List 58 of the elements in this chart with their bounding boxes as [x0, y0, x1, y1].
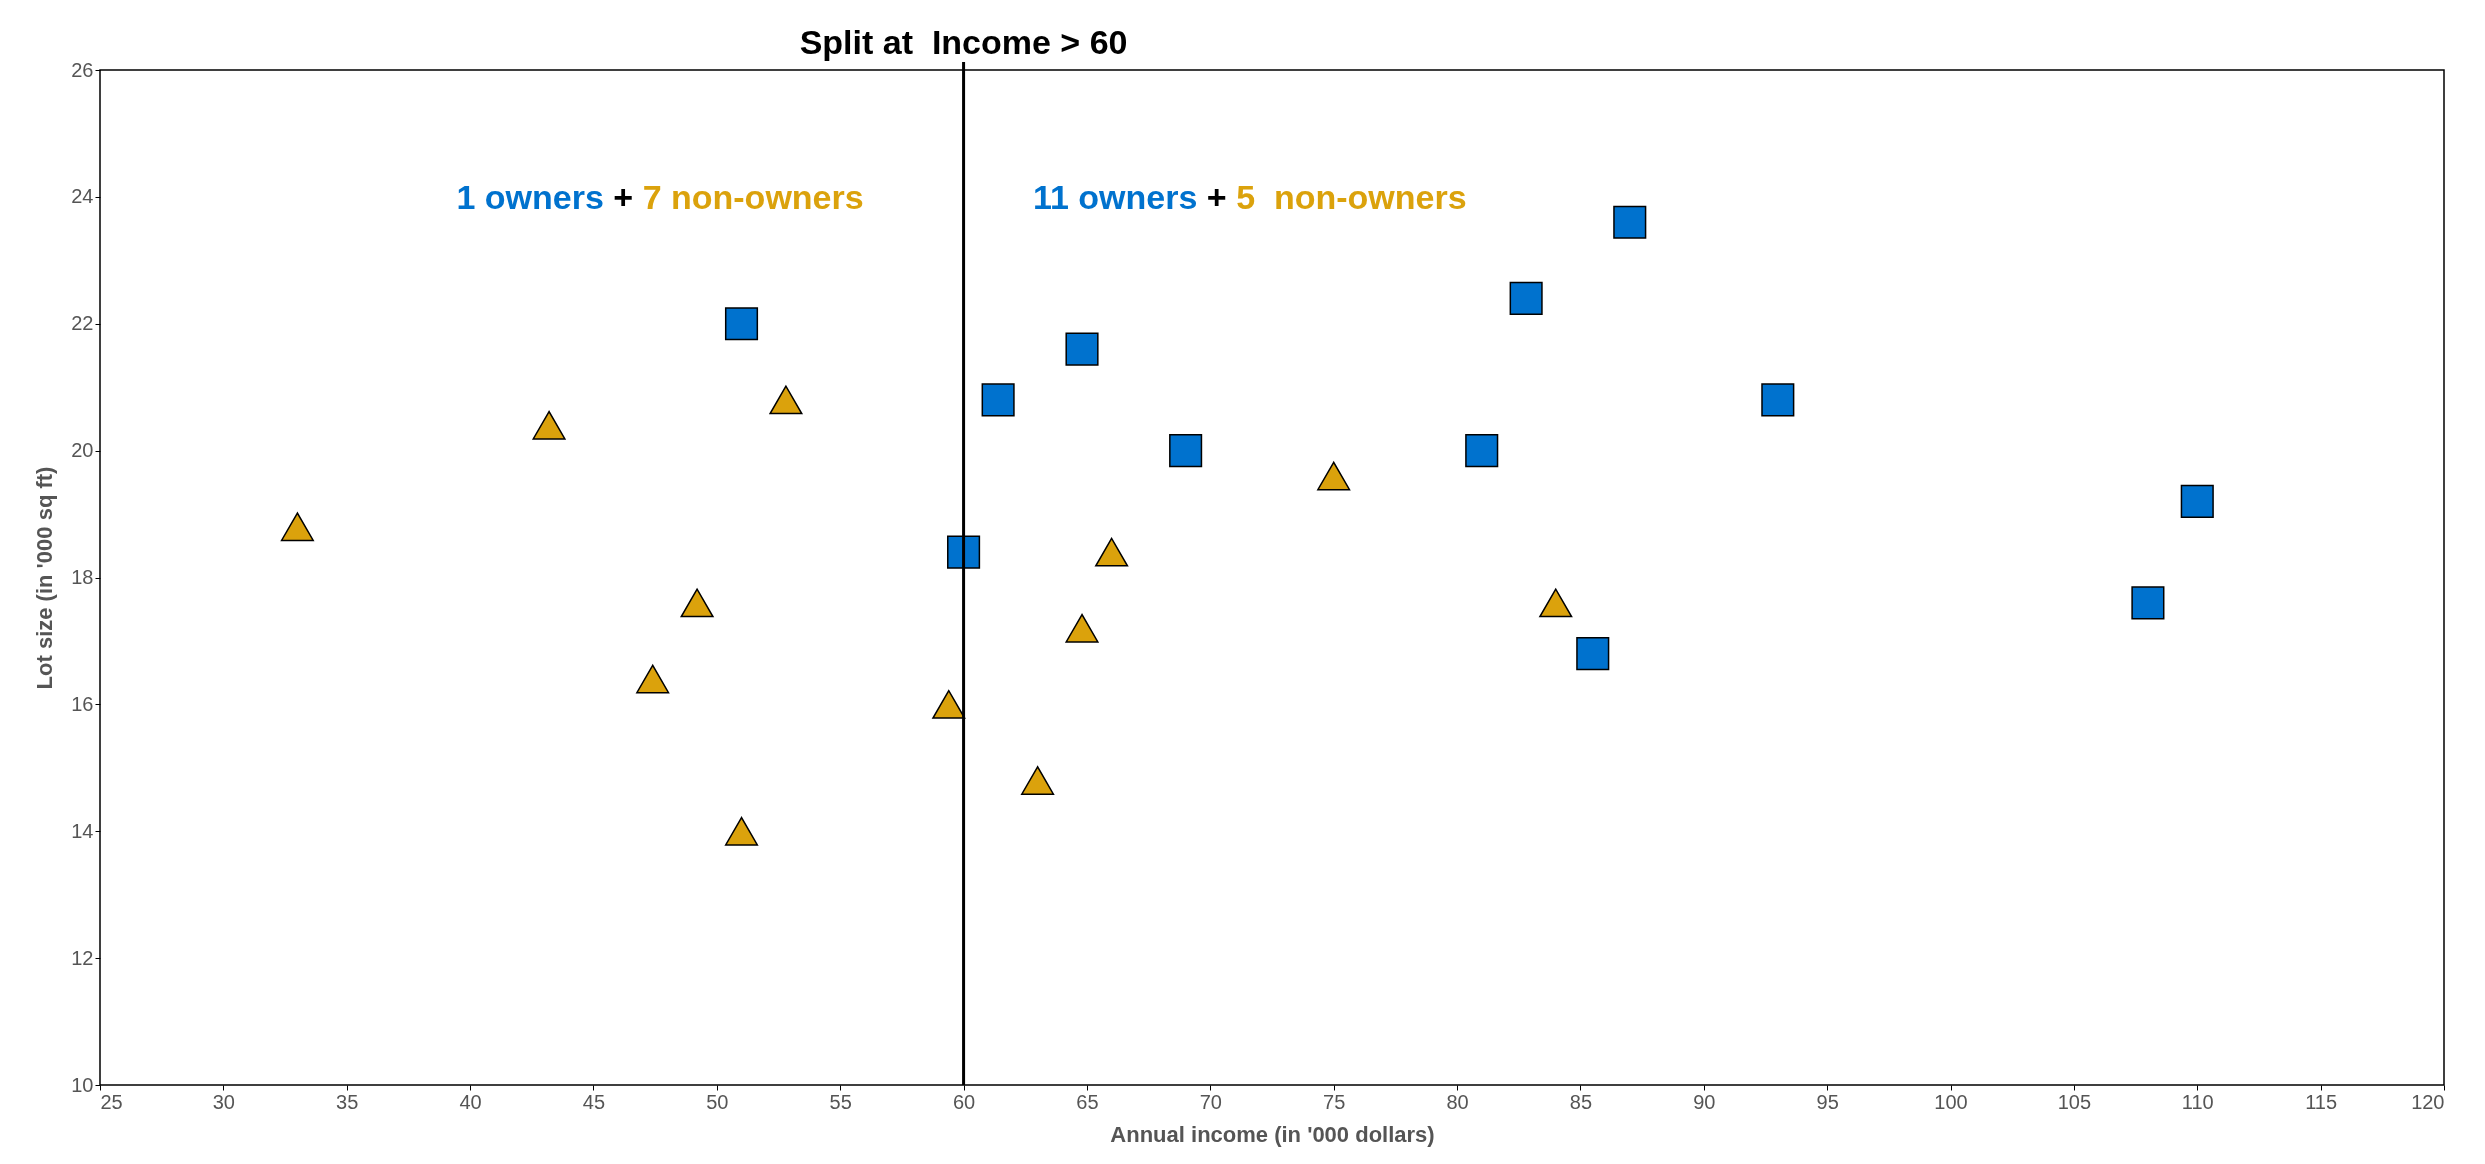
x-tick-label: 115: [2305, 1090, 2338, 1113]
point: [769, 385, 803, 415]
x-tick-label: 70: [1199, 1090, 1222, 1113]
x-tick-label: 50: [706, 1090, 729, 1113]
y-tick-label: 10: [71, 1073, 94, 1096]
point: [1021, 766, 1055, 795]
x-tick-label: 90: [1693, 1090, 1716, 1113]
point: [1169, 434, 1203, 468]
x-tick-label: 45: [582, 1090, 606, 1113]
x-tick-label: 55: [829, 1090, 852, 1113]
point: [1465, 434, 1499, 468]
x-tick-label: 110: [2181, 1090, 2214, 1113]
y-tick-label: 22: [71, 312, 94, 335]
point: [532, 410, 566, 440]
point: [981, 383, 1015, 417]
point: [1095, 537, 1129, 567]
point: [1065, 613, 1099, 643]
x-tick-label: 25: [100, 1090, 123, 1113]
point: [724, 816, 759, 846]
point: [932, 689, 966, 719]
x-tick-label: 35: [336, 1090, 359, 1113]
point: [280, 512, 314, 542]
y-tick-label: 26: [71, 58, 94, 81]
x-tick-label: 120: [2411, 1090, 2445, 1113]
ref-line-label: Split at Income > 60: [799, 23, 1128, 61]
x-tick-label: 65: [1076, 1090, 1099, 1113]
x-tick-label: 40: [459, 1090, 482, 1113]
y-tick-label: 14: [71, 819, 94, 842]
x-tick-label: 100: [1934, 1090, 1968, 1113]
annotation: 1 owners + 7 non-owners: [456, 177, 864, 216]
point: [1065, 332, 1099, 366]
point: [636, 664, 670, 694]
x-axis-title: Annual income (in '000 dollars): [1110, 1121, 1435, 1147]
y-tick-label: 12: [71, 946, 94, 969]
point: [724, 307, 759, 341]
point: [2180, 484, 2214, 518]
x-tick-label: 60: [952, 1090, 976, 1113]
point: [2131, 586, 2165, 620]
x-tick-label: 30: [212, 1090, 235, 1113]
annotation: 11 owners + 5 non-owners: [1032, 177, 1467, 216]
point: [1317, 461, 1351, 491]
point: [947, 535, 981, 569]
x-tick-label: 105: [2057, 1090, 2092, 1113]
point: [1539, 588, 1573, 618]
y-tick-label: 18: [71, 566, 94, 588]
point: [1509, 281, 1543, 315]
point: [1576, 637, 1610, 671]
x-tick-label: 80: [1446, 1090, 1469, 1113]
y-tick-label: 20: [71, 439, 94, 462]
x-tick-label: 85: [1569, 1090, 1593, 1113]
point: [1761, 383, 1795, 417]
x-tick-label: 95: [1816, 1090, 1839, 1113]
y-tick-label: 24: [71, 185, 94, 208]
y-axis-title: Lot size (in '000 sq ft): [32, 466, 58, 690]
x-tick-label: 75: [1323, 1090, 1346, 1113]
point: [1613, 205, 1647, 239]
point: [680, 588, 714, 618]
y-tick-label: 16: [71, 692, 94, 715]
